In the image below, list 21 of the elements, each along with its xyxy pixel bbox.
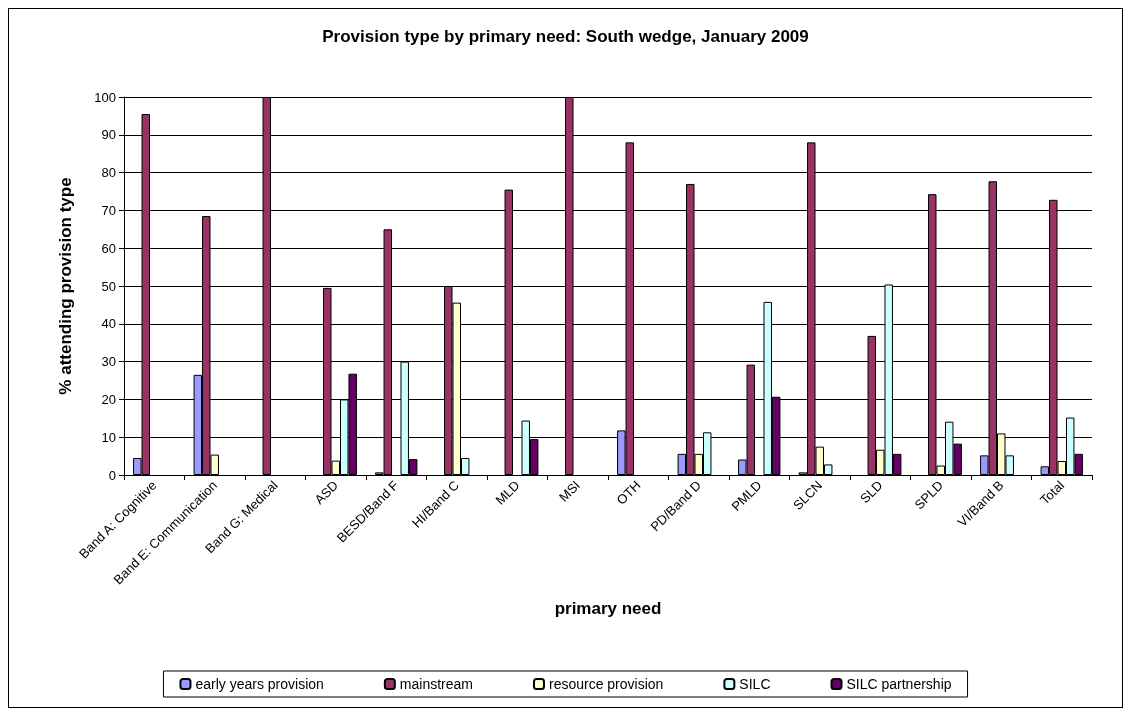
y-tick-label: 50 [101,278,116,294]
y-tick-label: 100 [94,89,116,105]
y-tick-label: 70 [101,202,116,218]
x-axis-title: primary need [554,599,662,618]
x-tick-label: MSI [556,477,584,505]
chart-title: Provision type by primary need: South wedge, January 2009 [322,27,809,46]
y-tick-label: 20 [101,391,116,407]
y-tick-label: 80 [101,165,116,181]
legend-label: early years provision [195,676,324,692]
y-tick-label: 10 [101,429,116,445]
legend-label: SILC partnership [846,676,952,692]
x-tick-label: SLD [857,477,886,507]
y-tick-label: 30 [101,354,116,370]
y-tick-label: 60 [101,240,116,256]
y-axis-title: % attending provision type [56,177,75,395]
y-tick-label: 90 [101,127,116,143]
legend-label: mainstream [399,676,473,692]
y-tick-label: 0 [108,467,116,483]
legend-label: SILC [739,676,771,692]
y-tick-label: 40 [101,316,116,332]
legend-label: resource provision [548,676,664,692]
